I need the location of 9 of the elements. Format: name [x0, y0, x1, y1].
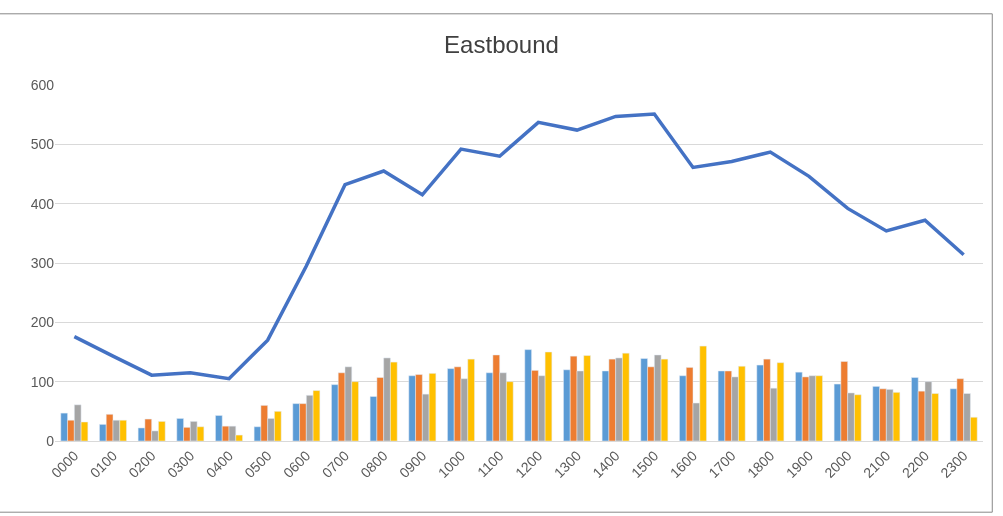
- y-tick-label: 400: [30, 195, 55, 212]
- y-tick-label: 500: [30, 136, 55, 153]
- y-tick-label: 300: [30, 254, 55, 271]
- y-tick-label: 600: [30, 76, 55, 93]
- y-tick-label: 100: [30, 373, 55, 390]
- y-tick-label: 200: [30, 314, 55, 331]
- chart-title: Eastbound: [444, 30, 559, 58]
- line-series: [72, 112, 966, 381]
- y-tick-label: 0: [46, 432, 55, 449]
